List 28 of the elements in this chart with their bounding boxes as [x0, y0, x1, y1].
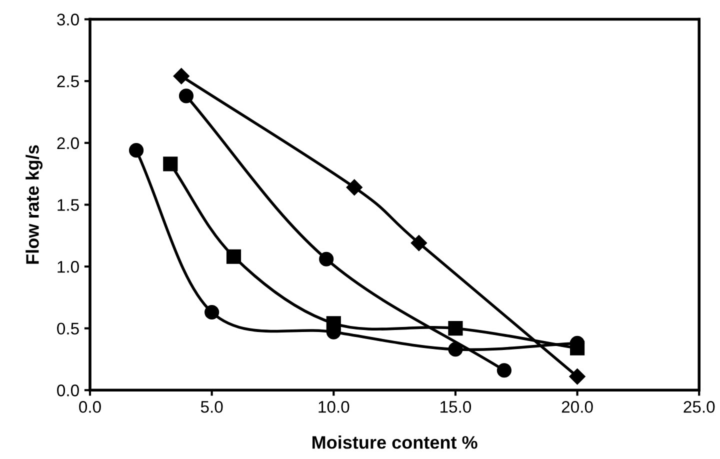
y-tick-label: 2.0: [57, 137, 79, 150]
y-tick-label: 1.5: [58, 199, 79, 211]
y-axis-title: Flow rate kg/s: [26, 145, 43, 264]
point: [448, 321, 463, 336]
point: [173, 68, 190, 84]
x-tick-label: 20.0: [562, 401, 593, 413]
point: [569, 368, 586, 384]
point: [448, 342, 463, 357]
x-axis-title: Moisture content %: [312, 436, 478, 449]
point: [411, 235, 427, 251]
x-tick-label: 5.0: [200, 401, 223, 413]
point: [346, 179, 362, 196]
x-tick-label: 0.0: [79, 401, 101, 413]
x-tick-label: 10.0: [318, 401, 350, 413]
y-tick-label: 3.0: [57, 14, 79, 26]
y-tick-label: 0.5: [57, 322, 79, 335]
y-tick-label: 0.0: [57, 384, 79, 396]
point: [178, 88, 194, 104]
point: [129, 143, 144, 158]
point: [163, 156, 178, 172]
point: [319, 252, 334, 266]
x-tick-label: 25.0: [684, 401, 715, 413]
point: [226, 249, 242, 264]
y-tick-label: 2.5: [57, 75, 79, 88]
point: [204, 304, 220, 320]
x-tick-label: 15.0: [440, 401, 472, 413]
point: [496, 363, 512, 378]
y-tick-label: 1.0: [58, 260, 79, 273]
